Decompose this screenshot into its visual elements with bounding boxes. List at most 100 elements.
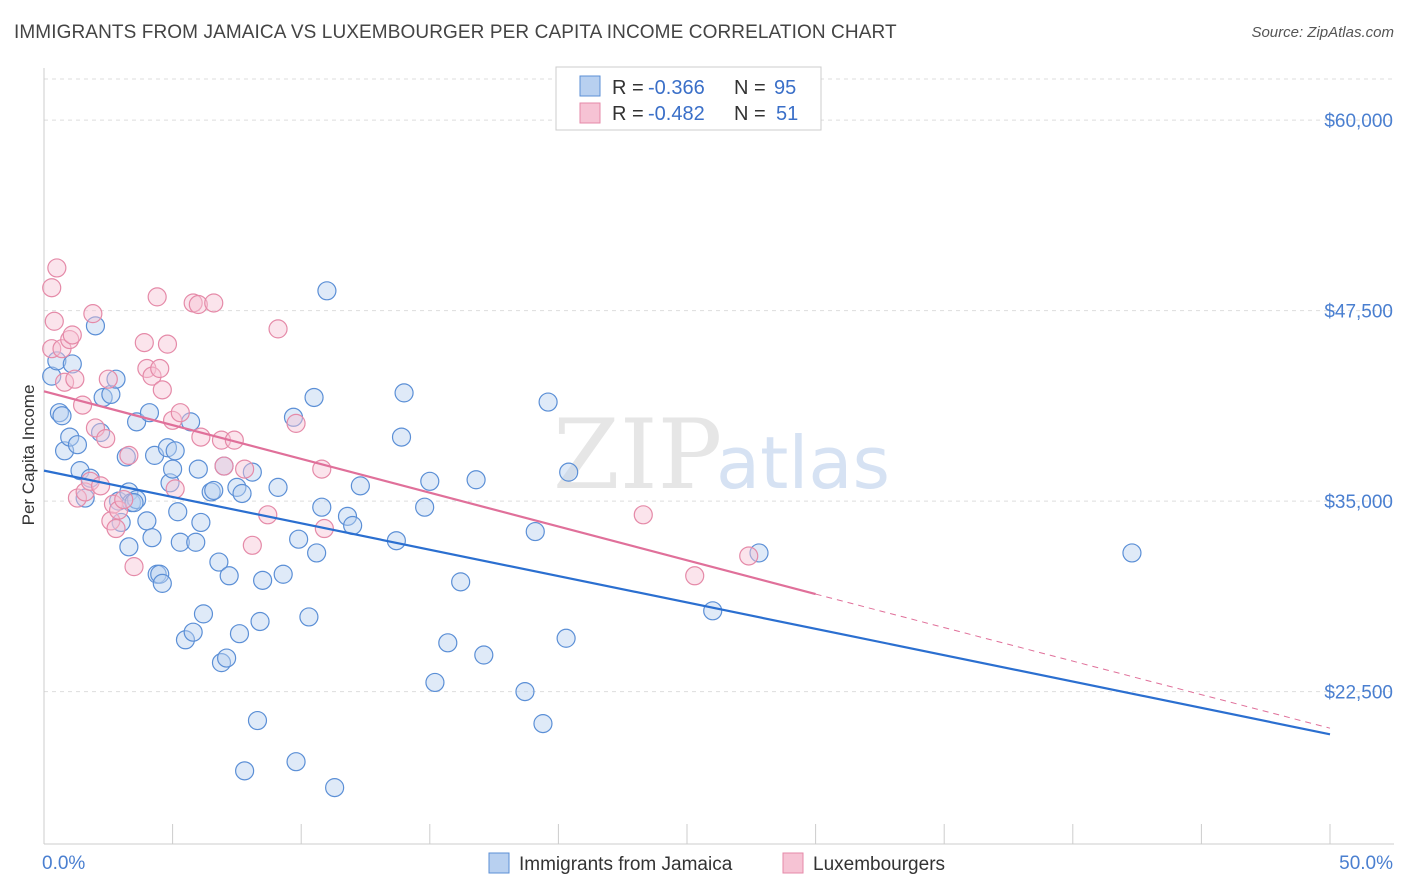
legend-n-value-2: 51	[776, 103, 798, 125]
jamaica-point-42	[188, 459, 208, 479]
jamaica-point-54	[232, 483, 252, 504]
x-tick-labels: 0.0% 50.0%	[42, 853, 1393, 874]
luxembourger-point-1	[42, 278, 62, 298]
luxembourger-point-45	[268, 319, 288, 339]
jamaica-point-32	[157, 438, 178, 458]
luxembourger-point-28	[147, 287, 167, 307]
luxembourger-point-21	[108, 500, 129, 520]
jamaica-point-43	[191, 512, 211, 533]
legend-n-label-1: N =	[734, 77, 766, 99]
jamaica-point-73	[350, 476, 370, 496]
y-tick-label-1: $35,000	[1324, 492, 1393, 513]
grid-lines	[44, 78, 1394, 693]
luxembourger-point-2	[44, 311, 64, 331]
luxembourger-point-19	[103, 494, 124, 514]
jamaica-trend-line	[43, 469, 1331, 736]
jamaica-point-19	[119, 537, 139, 557]
jamaica-point-14	[101, 384, 121, 405]
luxembourger-point-51	[739, 546, 759, 566]
luxembourger-point-7	[62, 325, 82, 345]
legend-n-value-1: 95	[774, 77, 796, 99]
y-tick-labels: $22,500 $35,000 $47,500 $60,000	[1324, 111, 1393, 704]
jamaica-point-61	[273, 564, 293, 584]
jamaica-point-51	[219, 566, 239, 586]
luxembourger-point-42	[235, 459, 255, 479]
jamaica-point-66	[304, 387, 324, 408]
jamaica-point-81	[451, 572, 471, 592]
jamaica-point-78	[420, 471, 440, 491]
jamaica-point-82	[466, 470, 486, 490]
watermark: ZIP atlas	[553, 399, 890, 511]
jamaica-point-40	[183, 622, 203, 642]
jamaica-point-55	[235, 761, 255, 781]
luxembourger-trend-line	[43, 390, 816, 596]
x-tick-label-0: 0.0%	[42, 853, 85, 874]
series-legend-label-jamaica: Immigrants from Jamaica	[519, 854, 733, 875]
jamaica-point-84	[515, 681, 535, 702]
luxembourger-point-17	[98, 369, 118, 389]
jamaica-point-83	[474, 645, 494, 665]
jamaica-point-3	[52, 406, 72, 426]
luxembourger-point-13	[83, 304, 103, 324]
jamaica-point-68	[312, 497, 332, 517]
y-tick-label-2: $47,500	[1324, 302, 1393, 323]
jamaica-point-31	[152, 573, 172, 593]
jamaica-point-47	[209, 552, 229, 572]
series-legend-swatch-jamaica	[488, 852, 510, 874]
luxembourger-point-15	[90, 476, 111, 496]
luxembourger-point-3	[47, 258, 67, 278]
luxembourger-point-22	[114, 489, 134, 510]
jamaica-point-53	[227, 477, 247, 497]
jamaica-point-15	[106, 369, 126, 389]
legend-swatch-luxembourger	[579, 102, 601, 124]
luxembourger-point-36	[188, 294, 208, 315]
jamaica-point-1	[47, 351, 67, 371]
jamaica-point-69	[317, 281, 337, 301]
jamaica-point-60	[268, 477, 288, 497]
jamaica-point-58	[250, 611, 270, 632]
luxembourger-point-24	[124, 557, 144, 577]
jamaica-point-52	[229, 624, 250, 644]
jamaica-point-25	[137, 511, 157, 531]
legend-r-label-2: R =	[612, 103, 644, 125]
luxembourger-point-27	[142, 366, 162, 386]
luxembourger-point-31	[157, 334, 178, 354]
legend-r-value-1: -0.366	[648, 77, 705, 99]
watermark-zip: ZIP	[553, 399, 722, 511]
jamaica-point-89	[559, 462, 579, 482]
legend-r-label-1: R =	[612, 77, 644, 99]
legend-n-label-2: N =	[734, 103, 766, 125]
x-tick-label-1: 50.0%	[1339, 853, 1393, 874]
legend-swatch-jamaica	[579, 75, 601, 97]
jamaica-point-41	[186, 532, 206, 552]
legend-r-value-2: -0.482	[648, 103, 705, 125]
jamaica-point-71	[337, 506, 358, 526]
watermark-atlas: atlas	[716, 421, 890, 505]
luxembourger-trend-extension	[815, 593, 1331, 729]
jamaica-point-44	[193, 604, 214, 624]
jamaica-point-75	[391, 427, 412, 447]
jamaica-point-63	[286, 752, 306, 772]
luxembourger-point-37	[191, 427, 211, 447]
luxembourger-point-9	[67, 488, 88, 508]
chart-title: IMMIGRANTS FROM JAMAICA VS LUXEMBOURGER …	[14, 22, 897, 43]
jamaica-point-35	[165, 441, 185, 461]
luxembourger-point-46	[286, 413, 306, 433]
series-jamaica-points	[42, 281, 1142, 798]
trend-lines	[43, 390, 1331, 736]
series-legend-label-luxembourger: Luxembourgers	[813, 854, 945, 875]
jamaica-point-87	[538, 392, 558, 412]
luxembourger-point-34	[170, 403, 190, 423]
luxembourger-point-8	[65, 369, 85, 389]
jamaica-point-79	[425, 672, 445, 693]
jamaica-point-38	[175, 630, 196, 650]
jamaica-point-80	[438, 633, 458, 653]
jamaica-point-88	[556, 628, 576, 648]
jamaica-point-5	[60, 427, 80, 447]
jamaica-point-7	[67, 435, 88, 455]
y-tick-label-0: $22,500	[1324, 683, 1393, 704]
jamaica-point-86	[533, 714, 553, 734]
jamaica-point-67	[307, 543, 327, 563]
luxembourger-point-40	[214, 456, 234, 476]
jamaica-point-85	[525, 521, 545, 542]
